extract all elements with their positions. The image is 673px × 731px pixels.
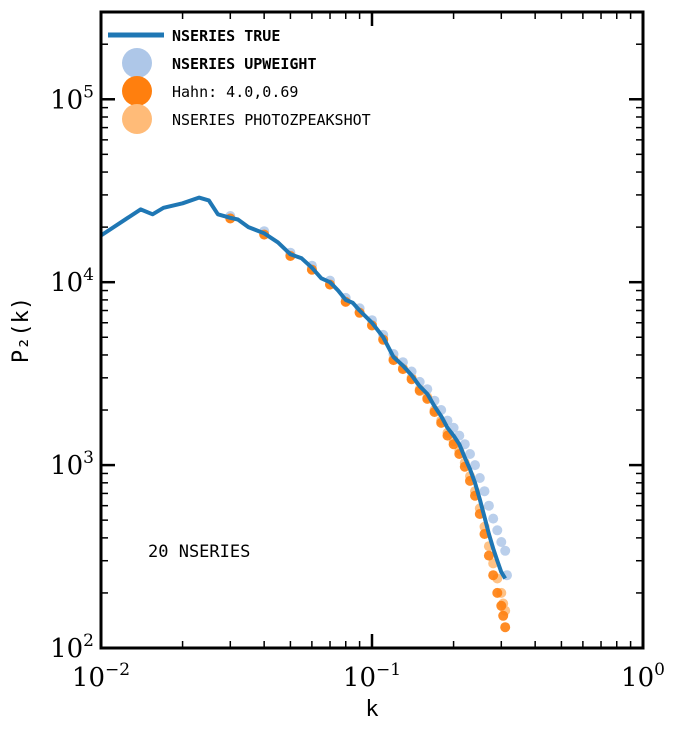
data-point [498, 610, 509, 621]
x-tick-label: 10−2 [72, 660, 130, 693]
series-1-points [225, 211, 512, 581]
axis-ticks [99, 11, 645, 650]
annotation-text: 20 NSERIES [148, 542, 250, 562]
legend-marker-swatch [122, 76, 152, 106]
data-point [500, 545, 511, 556]
nseries-true-line-path [99, 195, 507, 580]
y-tick-label: 105 [50, 82, 94, 115]
data-point [474, 473, 485, 483]
x-tick-label: 10−1 [343, 660, 401, 693]
data-point [488, 513, 499, 524]
data-point [479, 486, 490, 497]
data-point [496, 537, 507, 547]
tick-labels: 10−2 10−1 100 102 103 104 105 [50, 82, 665, 693]
y-tick-label: 103 [50, 448, 94, 481]
x-tick-label: 100 [621, 660, 665, 693]
data-point [465, 449, 475, 459]
y-tick-label: 104 [50, 265, 94, 298]
legend-label: NSERIES TRUE [172, 27, 280, 45]
legend-marker-swatch [122, 48, 152, 78]
series-2-points [225, 213, 511, 633]
series-3-points [225, 213, 511, 616]
data-marks [99, 195, 512, 633]
legend-marker-swatch [122, 104, 152, 134]
legend-label: NSERIES UPWEIGHT [172, 55, 317, 73]
x-axis-label: k [365, 697, 378, 722]
data-point [496, 600, 507, 611]
data-point [492, 525, 503, 536]
data-point [492, 587, 503, 598]
data-point [470, 460, 480, 471]
legend: NSERIES TRUE NSERIES UPWEIGHT Hahn: 4.0,0.… [108, 27, 371, 134]
data-point [500, 622, 511, 633]
y-axis-label: P₂(k) [9, 297, 34, 363]
y-tick-label: 102 [50, 631, 94, 664]
legend-label: NSERIES PHOTOZPEAKSHOT [172, 111, 371, 129]
data-point [488, 570, 499, 581]
data-point [483, 500, 494, 511]
data-point [483, 550, 494, 561]
legend-label: Hahn: 4.0,0.69 [172, 83, 298, 101]
